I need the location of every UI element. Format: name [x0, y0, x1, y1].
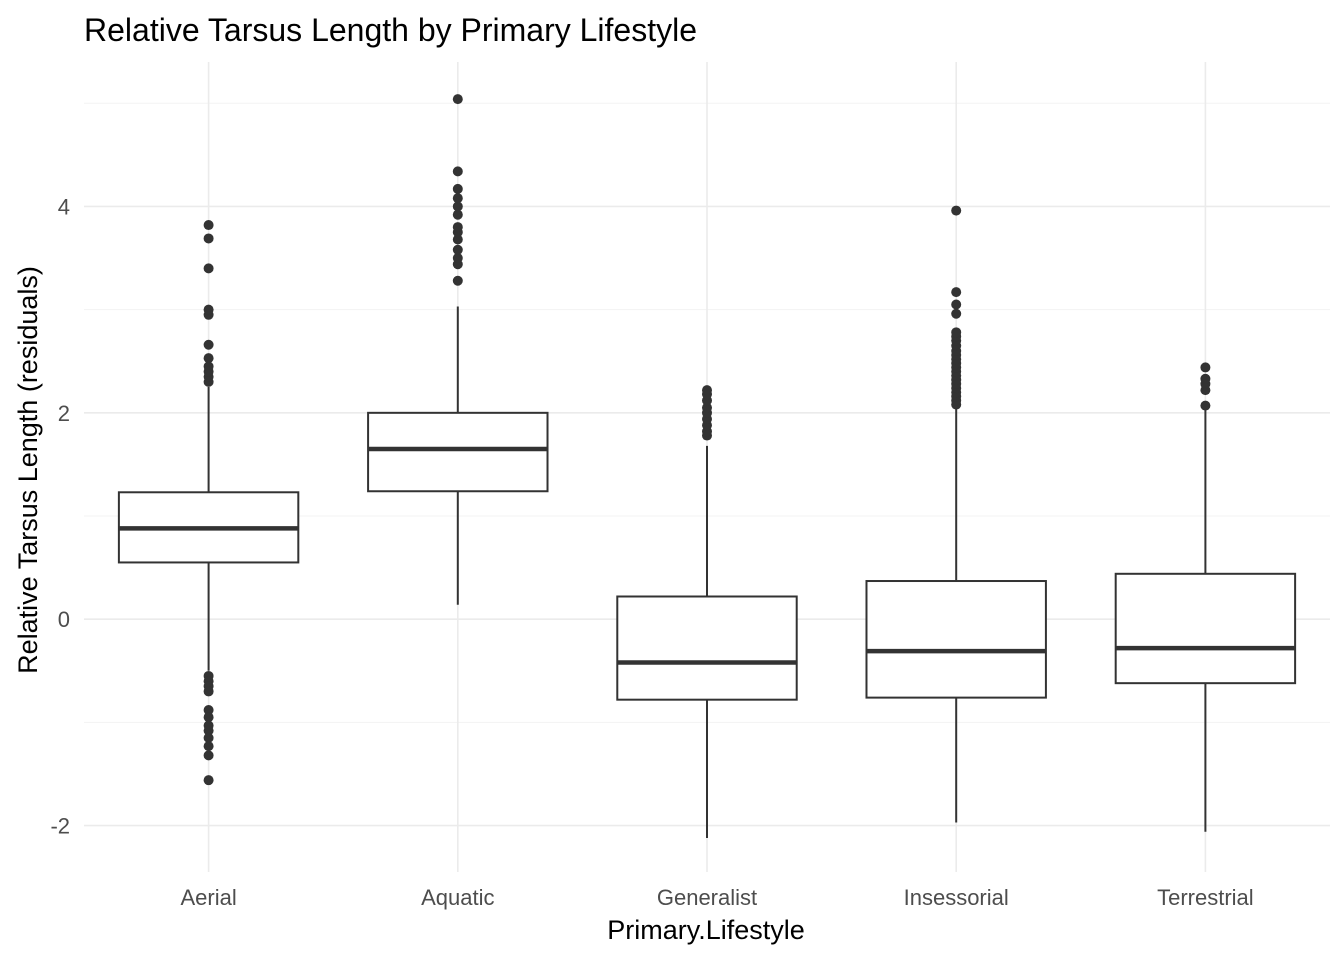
- outlier-point: [702, 385, 712, 396]
- outlier-point: [203, 220, 214, 231]
- x-tick-label: Aerial: [180, 885, 236, 910]
- outlier-point: [452, 193, 463, 204]
- outlier-point: [203, 750, 214, 761]
- y-tick-label: 2: [58, 401, 70, 426]
- outlier-point: [203, 732, 214, 743]
- outlier-point: [951, 299, 962, 310]
- x-tick-label: Insessorial: [904, 885, 1009, 910]
- outlier-point: [452, 183, 463, 194]
- outlier-point: [452, 222, 463, 233]
- outlier-point: [203, 686, 214, 697]
- outlier-point: [452, 253, 463, 264]
- outlier-point: [452, 209, 463, 220]
- iqr-box: [1114, 572, 1297, 685]
- y-axis-ticks: -2 0 2 4: [50, 194, 70, 838]
- outlier-point: [1200, 400, 1211, 411]
- outlier-point: [452, 275, 463, 286]
- outlier-point: [203, 339, 214, 350]
- outlier-point: [203, 705, 214, 715]
- box-aquatic: [367, 94, 549, 605]
- outlier-point: [203, 304, 214, 315]
- outlier-point: [951, 308, 962, 319]
- box-generalist: [616, 385, 798, 838]
- outlier-point: [203, 361, 214, 372]
- y-tick-label: -2: [50, 814, 70, 839]
- outlier-point: [702, 402, 712, 413]
- outlier-point: [452, 201, 463, 212]
- x-tick-label: Terrestrial: [1157, 885, 1254, 910]
- iqr-box: [865, 580, 1047, 699]
- x-tick-label: Generalist: [657, 885, 757, 910]
- outlier-point: [452, 166, 463, 177]
- outlier-point: [951, 287, 962, 298]
- outlier-point: [1200, 362, 1211, 373]
- outlier-point: [452, 234, 463, 245]
- box-aerial: [117, 220, 300, 786]
- outlier-point: [203, 233, 214, 244]
- x-tick-label: Aquatic: [421, 885, 494, 910]
- outlier-point: [1200, 373, 1211, 384]
- y-tick-label: 0: [58, 607, 70, 632]
- outlier-point: [203, 775, 214, 786]
- outlier-point: [951, 327, 962, 338]
- outlier-point: [452, 94, 463, 105]
- outlier-point: [951, 205, 962, 216]
- outlier-point: [203, 263, 214, 274]
- outlier-point: [203, 353, 214, 364]
- outlier-point: [203, 712, 214, 723]
- outlier-point: [452, 244, 463, 255]
- box-terrestrial: [1114, 362, 1297, 832]
- chart-title: Relative Tarsus Length by Primary Lifest…: [84, 12, 697, 48]
- outlier-point: [203, 725, 214, 736]
- box-insessorial: [865, 205, 1047, 823]
- x-axis-ticks: Aerial Aquatic Generalist Insessorial Terres…: [180, 885, 1253, 910]
- outlier-point: [203, 741, 214, 752]
- boxes-layer: [117, 94, 1297, 838]
- y-axis-title: Relative Tarsus Length (residuals): [13, 266, 43, 674]
- iqr-box: [616, 595, 798, 701]
- y-tick-label: 4: [58, 194, 70, 219]
- x-axis-title: Primary.Lifestyle: [607, 915, 805, 945]
- iqr-box: [367, 411, 549, 493]
